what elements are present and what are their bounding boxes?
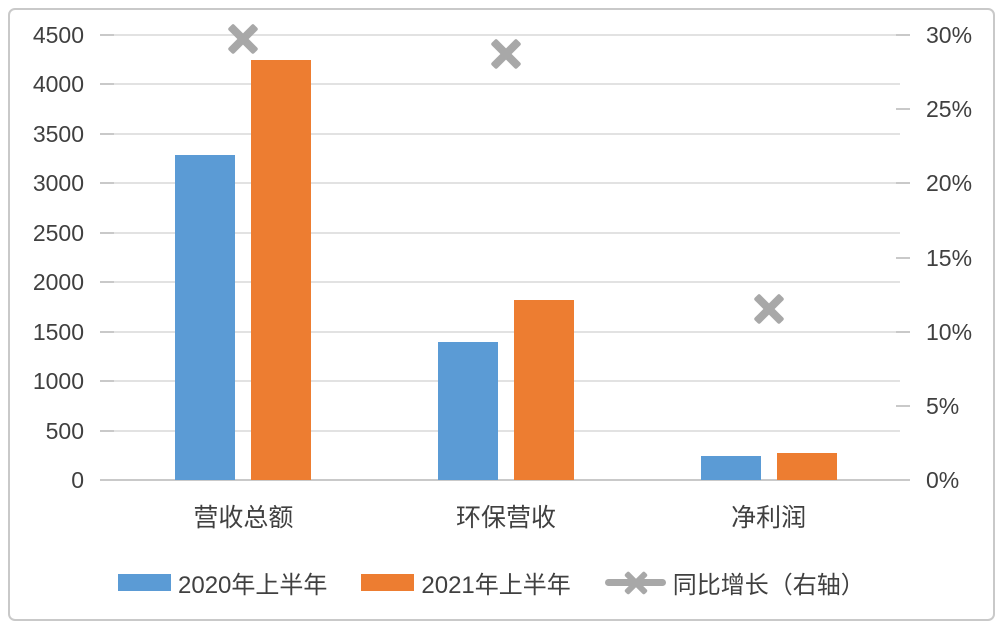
growth-line-x-marker-icon [604,570,666,595]
legend-swatch-2021-icon [361,573,415,591]
bar-2020-2 [700,456,761,480]
gridline [112,330,900,333]
legend-label-2020: 2020年上半年 [178,571,328,599]
gridline [112,281,900,284]
legend-label-growth: 同比增长（右轴） [672,571,865,599]
y-axis-right-label: 0% [926,467,960,493]
right-axis-tick [896,34,910,36]
y-axis-left-label: 1000 [32,368,84,395]
right-axis-tick [896,182,910,185]
right-axis-tick [896,479,910,481]
left-axis-tick [100,479,114,481]
y-axis-left-label: 4500 [32,22,84,48]
left-axis-tick [100,330,114,333]
bar-2020-0 [175,154,236,480]
y-axis-left-label: 3500 [32,120,84,147]
right-axis-tick [896,108,910,111]
growth-x-marker-icon [490,38,522,70]
gridline [112,231,900,234]
right-axis-tick [896,404,910,407]
left-axis-tick [100,83,114,86]
y-axis-left-label: 2500 [32,219,84,246]
category-label: 营收总额 [193,504,294,532]
y-axis-right-label: 15% [926,244,973,271]
left-axis-tick [100,231,114,234]
legend: 2020年上半年 2021年上半年 同比增长（右轴） [118,566,865,599]
bar-2020-1 [438,341,498,480]
y-axis-left-label: 4000 [32,71,84,98]
left-axis-tick [100,380,114,383]
bar-2021-1 [514,300,574,480]
gridline [112,182,900,185]
y-axis-right-label: 25% [926,96,973,123]
left-axis-tick [100,281,114,284]
bar-2021-0 [251,59,312,480]
category-label: 净利润 [731,504,807,532]
legend-label-2021: 2021年上半年 [421,571,571,599]
left-axis-tick [100,34,114,36]
gridline [112,429,900,432]
legend-item-2020: 2020年上半年 [118,566,328,599]
right-axis-tick [896,330,910,333]
y-axis-left-label: 1500 [32,318,84,345]
y-axis-right-label: 5% [926,392,960,419]
y-axis-left-label: 2000 [32,269,84,296]
y-axis-left-label: 500 [45,417,84,444]
x-axis-line [100,479,910,481]
bar-2021-2 [776,453,837,480]
y-axis-right-label: 20% [926,170,973,197]
left-axis-tick [100,132,114,135]
legend-swatch-2020-icon [118,573,171,591]
y-axis-left-label: 3000 [32,170,84,197]
y-axis-right-label: 10% [926,318,973,345]
legend-item-2021: 2021年上半年 [361,566,571,599]
figure-border [8,8,995,621]
gridline [112,380,900,383]
legend-item-growth: 同比增长（右轴） [604,566,865,599]
gridline [112,83,900,86]
gridline [112,34,900,36]
growth-x-marker-icon [227,23,259,55]
growth-x-marker-icon [753,293,785,325]
legend-x-marker-icon [623,570,648,595]
left-axis-tick [100,429,114,432]
y-axis-left-label: 0 [71,467,84,493]
gridline [112,132,900,135]
right-axis-tick [896,256,910,259]
left-axis-tick [100,182,114,185]
y-axis-right-label: 30% [926,22,973,48]
category-label: 环保营收 [455,504,556,532]
